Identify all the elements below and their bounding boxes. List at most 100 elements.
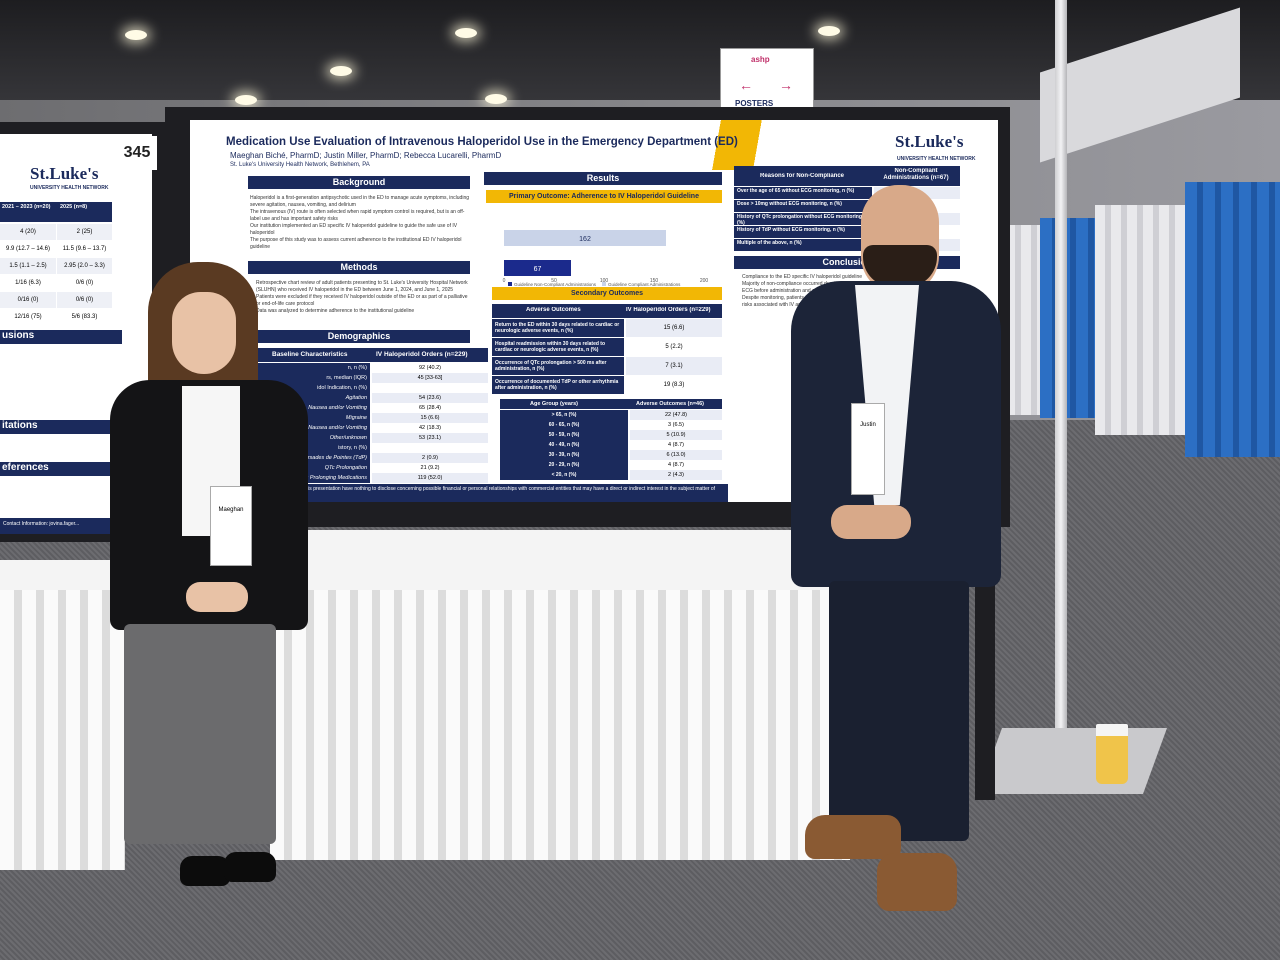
table-cell: 5 (10.9)	[630, 430, 722, 440]
table-cell: 15 (6.6)	[372, 413, 488, 423]
table-cell: 53 (23.1)	[372, 433, 488, 443]
support-pole	[1055, 0, 1067, 765]
secondary-header: Adverse Outcomes IV Haloperidol Orders (…	[492, 304, 722, 318]
left-shoe	[805, 815, 901, 859]
woman-presenter: Maeghan	[110, 262, 310, 922]
chart-tick-label: 0	[503, 278, 506, 282]
ceiling-light	[235, 95, 257, 105]
table-cell: istory, n (%)	[258, 443, 370, 453]
table-cell: 0/6 (0)	[57, 275, 112, 291]
demographics-header: Baseline Characteristics IV Haloperidol …	[258, 348, 488, 362]
chart-data-label: 67	[534, 266, 542, 273]
section-background: Background	[248, 176, 470, 189]
legend-label: Guideline Non-Compliant Administrations	[514, 282, 597, 287]
sign-text: POSTERS	[735, 99, 774, 108]
left-shoe	[180, 856, 230, 886]
poster-affiliation: St. Luke's University Health Network, Be…	[230, 162, 370, 168]
background-text: Haloperidol is a first-generation antips…	[250, 195, 470, 250]
table-cell: 2 (25)	[57, 224, 112, 240]
table-cell: < 20, n (%)	[500, 470, 628, 480]
sign-brand: ashp	[751, 55, 770, 64]
name-badge: Justin	[851, 403, 885, 495]
legend-item: Guideline Non-Compliant Administrations	[508, 282, 596, 287]
table-cell: n, n (%)	[258, 363, 370, 373]
blue-drape	[1185, 182, 1280, 457]
hands	[831, 505, 911, 539]
table-row: idol Indication, n (%)	[258, 383, 488, 393]
table-cell: History of QTc prolongation without ECG …	[734, 213, 872, 225]
table-row: 20 - 29, n (%) 4 (8.7)	[500, 460, 722, 470]
table-cell: 3 (6.5)	[630, 420, 722, 430]
left-poster-logo-sub: UNIVERSITY HEALTH NETWORK	[30, 185, 109, 191]
legend-item: Guideline Compliant Administrations	[602, 282, 680, 287]
table-cell	[372, 383, 488, 393]
left-poster-section: itations	[0, 420, 122, 434]
table-row: n, n (%) 92 (40.2)	[258, 363, 488, 373]
table-row: 30 - 39, n (%) 6 (13.0)	[500, 450, 722, 460]
table-cell: 1/16 (6.3)	[0, 275, 56, 291]
table-skirt	[0, 590, 125, 870]
beard	[863, 245, 937, 287]
table-cell: 92 (40.2)	[372, 363, 488, 373]
table-cell: Hospital readmission within 30 days rela…	[492, 338, 624, 356]
table-cell: 11.5 (9.6 – 13.7)	[57, 241, 112, 257]
table-cell: Torsades de Pointes (TdP)	[258, 453, 370, 463]
face	[172, 292, 236, 374]
table-cell: 60 - 65, n (%)	[500, 420, 628, 430]
table-row: ain with/without Nausea and/or Vomiting 4…	[258, 423, 488, 433]
table-cell: 119 (52.0)	[372, 473, 488, 483]
white-drape	[1005, 225, 1045, 415]
poster-logo: St.Luke's	[895, 132, 964, 151]
table-top	[290, 530, 835, 590]
primary-outcome-chart: 67 162 0 50 100 150 200	[503, 230, 708, 282]
poster-authors: Maeghan Biché, PharmD; Justin Miller, Ph…	[230, 151, 502, 160]
table-cell: Agitation	[258, 393, 370, 403]
table-cell: 12/16 (75)	[0, 309, 56, 325]
arrow-right-icon: →	[779, 77, 793, 93]
table-row: Nausea and/or Vomiting 65 (28.4)	[258, 403, 488, 413]
table-cell: 7 (3.1)	[626, 357, 722, 375]
table-cell: 4 (20)	[0, 224, 56, 240]
ceiling-light	[330, 66, 352, 76]
table-cell: Multiple of the above, n (%)	[734, 239, 872, 251]
pole-base	[977, 728, 1168, 794]
man-presenter: Justin	[785, 185, 1005, 915]
table-cell: 42 (18.3)	[372, 423, 488, 433]
table-cell: 5 (2.2)	[626, 338, 722, 356]
left-poster-table-header: 2021 – 2023 (n=20) 2025 (n=8)	[0, 202, 112, 222]
table-cell: > 65, n (%)	[500, 410, 628, 420]
primary-outcome-header: Primary Outcome: Adherence to IV Haloper…	[486, 190, 722, 203]
overhead-sign: ashp ← → POSTERS	[720, 48, 814, 112]
table-row: Return to the ED within 30 days related …	[492, 319, 722, 337]
table-cell: 5/6 (83.3)	[57, 309, 112, 325]
name-badge: Maeghan	[210, 486, 252, 566]
table-row: 1/16 (6.3) 0/6 (0)	[0, 275, 112, 291]
table-cell	[372, 443, 488, 453]
table-row: Hospital readmission within 30 days rela…	[492, 338, 722, 356]
table-cell: 19 (8.3)	[626, 376, 722, 394]
table-row: < 20, n (%) 2 (4.3)	[500, 470, 722, 480]
section-results: Results	[484, 172, 722, 185]
table-cell: Other/unknown	[258, 433, 370, 443]
poster-logo-sub: UNIVERSITY HEALTH NETWORK	[897, 156, 976, 162]
table-cell: Migraine	[258, 413, 370, 423]
table-cell: 30 - 39, n (%)	[500, 450, 628, 460]
table-cell: 15 (6.6)	[626, 319, 722, 337]
table-cell: 22 (47.8)	[630, 410, 722, 420]
table-row: Other/unknown 53 (23.1)	[258, 433, 488, 443]
table-row: 40 - 49, n (%) 4 (8.7)	[500, 440, 722, 450]
table-cell: Over the age of 65 without ECG monitorin…	[734, 187, 872, 199]
right-shoe	[224, 852, 276, 882]
table-cell: Occurrence of QTc prolongation > 500 ms …	[492, 357, 624, 375]
research-poster: Medication Use Evaluation of Intravenous…	[190, 120, 998, 502]
table-row: Tc Prolonging Medications 119 (52.0)	[258, 473, 488, 483]
table-cell: 2.95 (2.0 – 3.3)	[57, 258, 112, 274]
table-row: Migraine 15 (6.6)	[258, 413, 488, 423]
table-row: > 65, n (%) 22 (47.8)	[500, 410, 722, 420]
noncompliance-header: Reasons for Non-Compliance Non-Compliant…	[734, 166, 960, 186]
legend-label: Guideline Compliant Administrations	[608, 282, 681, 287]
chart-bar	[504, 260, 571, 276]
table-cell: 4 (8.7)	[630, 440, 722, 450]
table-cell: idol Indication, n (%)	[258, 383, 370, 393]
table-row: 0/16 (0) 0/6 (0)	[0, 292, 112, 308]
